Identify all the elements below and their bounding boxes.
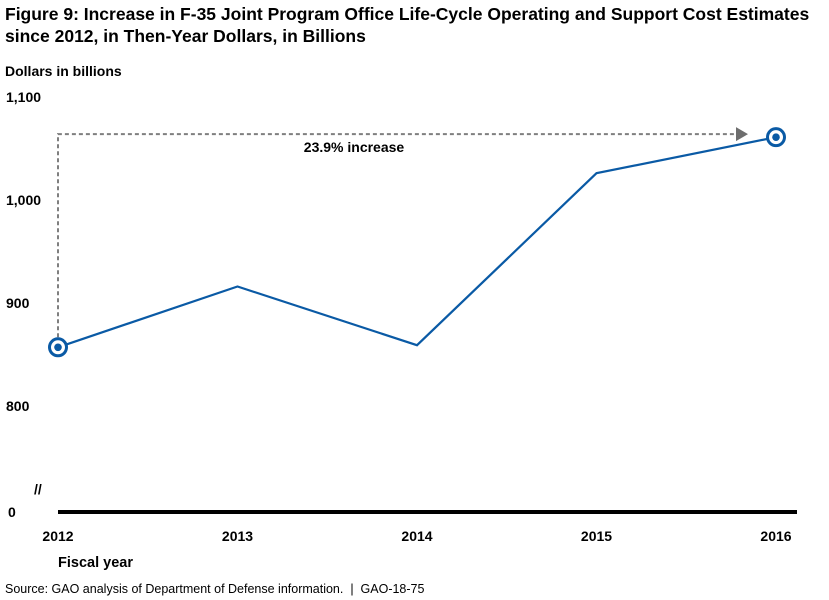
highlight-markers <box>48 127 786 358</box>
chart-title: Figure 9: Increase in F-35 Joint Program… <box>5 4 810 46</box>
x-tick-label: 2015 <box>581 528 612 544</box>
y-tick-labels: 1,100 1,000 900 800 <box>6 89 41 414</box>
x-tick-label: 2013 <box>222 528 253 544</box>
y-tick-label: 900 <box>6 295 30 311</box>
series-line <box>57 136 777 349</box>
x-tick-labels: 2012 2013 2014 2015 2016 <box>42 528 791 544</box>
highlight-marker-dot <box>54 343 62 352</box>
y-tick-label: 1,000 <box>6 192 41 208</box>
axis-break-marker: // <box>34 481 42 497</box>
x-axis-title: Fiscal year <box>58 555 133 571</box>
y-tick-label-zero: 0 <box>8 504 16 520</box>
source-note: Source: GAO analysis of Department of De… <box>5 582 424 596</box>
y-axis-title: Dollars in billions <box>5 63 122 79</box>
source-text: Source: GAO analysis of Department of De… <box>5 582 344 596</box>
source-separator: | <box>346 582 358 596</box>
arrowhead-icon <box>736 127 748 142</box>
x-tick-label: 2012 <box>42 528 73 544</box>
increase-annotation-dashed-line <box>57 133 738 338</box>
report-id: GAO-18-75 <box>360 582 425 596</box>
x-tick-label: 2016 <box>760 528 791 544</box>
x-tick-label: 2014 <box>401 528 432 544</box>
y-tick-label: 1,100 <box>6 89 41 105</box>
increase-annotation-label: 23.9% increase <box>304 139 405 155</box>
highlight-marker-dot <box>772 133 780 141</box>
y-tick-label: 800 <box>6 398 30 414</box>
